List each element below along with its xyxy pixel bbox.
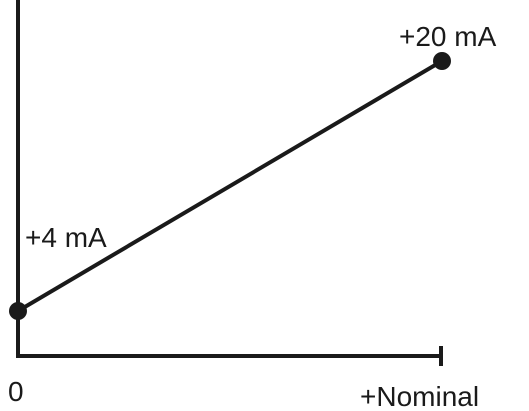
x-axis-label-end: +Nominal — [360, 381, 479, 411]
point-20ma — [433, 52, 451, 70]
data-label-20ma: +20 mA — [399, 21, 497, 52]
signal-line — [16, 59, 444, 313]
data-label-4ma: +4 mA — [25, 222, 107, 253]
x-axis-label-start: 0 — [8, 376, 24, 407]
point-4ma — [9, 302, 27, 320]
